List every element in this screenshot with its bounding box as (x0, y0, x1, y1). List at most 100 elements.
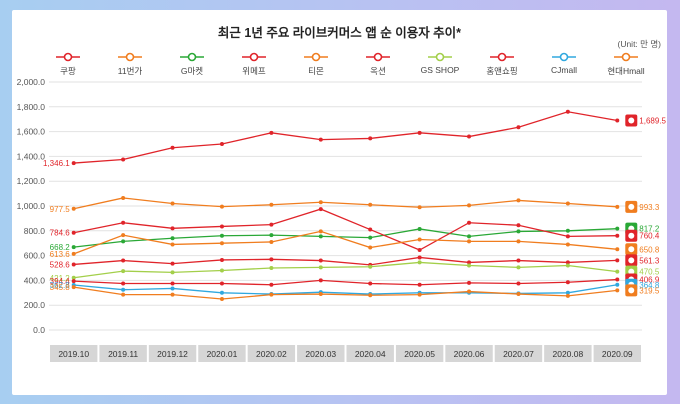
x-tick-label: 2020.04 (355, 349, 386, 359)
data-point (516, 229, 521, 234)
data-point (417, 226, 422, 231)
x-tick-cell (198, 345, 246, 362)
brand-icon-dot (628, 287, 635, 294)
data-point (615, 233, 620, 238)
data-point (318, 265, 323, 270)
chart-title: 최근 1년 주요 라이브커머스 앱 순 이용자 추이* (217, 26, 462, 40)
data-point (417, 260, 422, 265)
data-point (170, 286, 175, 291)
legend-item: 현대Hmall (598, 52, 654, 77)
data-point (170, 270, 175, 275)
data-point (467, 263, 472, 268)
last-value-label: 650.8 (639, 245, 660, 254)
data-point (467, 203, 472, 208)
x-tick-cell (50, 345, 98, 362)
data-point (269, 222, 274, 227)
chart-card: 최근 1년 주요 라이브커머스 앱 순 이용자 추이* (Unit: 만 명) … (12, 10, 667, 395)
first-value-label: 1,346.1 (43, 159, 70, 168)
data-point (219, 204, 224, 209)
y-tick-label: 1,800.0 (17, 102, 46, 112)
data-point (467, 260, 472, 265)
series-line (73, 278, 618, 286)
y-tick-label: 400.0 (24, 275, 46, 285)
data-point (467, 220, 472, 225)
data-point (170, 226, 175, 231)
data-point (368, 235, 373, 240)
data-point (71, 275, 76, 280)
data-point (368, 227, 373, 232)
first-value-label: 977.5 (50, 205, 71, 214)
last-value-label: 1,689.5 (639, 117, 666, 126)
x-tick-label: 2020.05 (404, 349, 435, 359)
data-point (615, 247, 620, 252)
legend-marker (366, 52, 390, 62)
data-point (417, 255, 422, 260)
last-value-label: 470.5 (639, 268, 660, 277)
line-chart: 0.0 200.0 400.0 600.0 800.0 1,000.0 1,200.0 1,4… (17, 77, 667, 362)
brand-icon-dot (628, 268, 635, 275)
data-point (269, 292, 274, 297)
series-line (73, 284, 618, 295)
data-point (121, 258, 126, 263)
last-value-label: 406.9 (639, 276, 660, 285)
data-point (219, 233, 224, 238)
data-point (219, 142, 224, 146)
x-tick-cell (494, 345, 543, 362)
data-point (170, 281, 175, 286)
series-line (73, 111, 618, 164)
data-point (615, 282, 620, 287)
legend-marker (552, 52, 576, 62)
last-value-label: 993.3 (639, 203, 660, 212)
series-line (73, 286, 618, 300)
last-value-label: 364.8 (639, 281, 660, 290)
legend-marker (490, 52, 514, 62)
brand-icon-dot (628, 257, 635, 264)
data-point (565, 201, 570, 206)
legend-label: 티몬 (308, 66, 324, 76)
data-point (219, 297, 224, 301)
data-point (467, 239, 472, 244)
first-value-label: 421.2 (50, 274, 71, 283)
data-point (318, 137, 323, 142)
legend-marker (428, 52, 452, 62)
data-point (318, 207, 323, 212)
x-tick-cell (247, 345, 296, 362)
x-tick-label: 2019.11 (108, 349, 138, 359)
data-point (121, 281, 126, 286)
legend-label: G마켓 (180, 66, 204, 76)
data-point (368, 202, 373, 207)
series-line (73, 228, 618, 248)
data-point (615, 288, 620, 293)
x-tick-cell (593, 345, 641, 362)
y-tick-label: 1,000.0 (17, 201, 46, 211)
data-point (219, 224, 224, 229)
data-point (318, 229, 323, 234)
brand-icon-dot (628, 246, 635, 253)
data-point (516, 258, 521, 263)
data-point (417, 248, 422, 253)
series-line (73, 256, 618, 266)
legend-item: G마켓 (164, 52, 220, 77)
legend-marker (242, 52, 266, 62)
data-point (417, 282, 422, 287)
brand-icon-dot (628, 203, 635, 210)
data-point (170, 201, 175, 206)
data-point (467, 134, 472, 139)
x-tick-label: 2019.10 (58, 349, 89, 359)
data-point (121, 292, 126, 297)
legend-marker (118, 52, 142, 62)
y-tick-label: 0.0 (33, 325, 45, 335)
data-point (417, 237, 422, 242)
legend-marker (304, 52, 328, 62)
data-point (318, 258, 323, 263)
series-line (73, 208, 618, 251)
legend-label: CJmall (551, 65, 577, 75)
data-point (615, 204, 620, 209)
data-point (467, 234, 472, 239)
data-point (170, 145, 175, 150)
first-value-label: 784.6 (50, 229, 71, 238)
data-point (516, 125, 521, 130)
unit-label: (Unit: 만 명) (617, 39, 661, 49)
data-point (368, 136, 373, 141)
legend-item: 옥션 (350, 52, 406, 77)
